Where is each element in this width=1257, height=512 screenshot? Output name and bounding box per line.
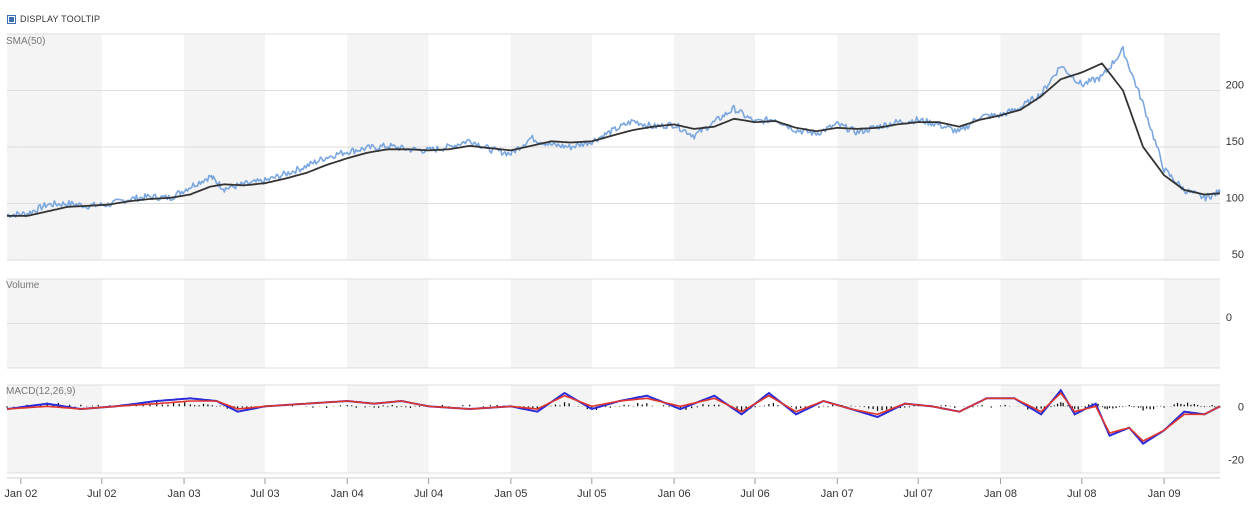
- x-tick-label: Jul 03: [250, 488, 279, 500]
- x-tick-label: Jan 03: [168, 488, 201, 500]
- macd-y-tick-label: 0: [1238, 401, 1244, 413]
- x-tick-label: Jan 09: [1148, 488, 1181, 500]
- price-y-tick-label: 150: [1226, 136, 1244, 148]
- x-tick-label: Jan 06: [658, 488, 691, 500]
- x-tick-label: Jul 05: [577, 488, 606, 500]
- x-tick-label: Jan 04: [331, 488, 364, 500]
- price-y-tick-label: 50: [1232, 249, 1244, 261]
- x-tick-label: Jan 07: [821, 488, 854, 500]
- time-band: [1000, 385, 1082, 473]
- x-tick-label: Jul 06: [740, 488, 769, 500]
- time-band: [347, 385, 429, 473]
- time-band: [510, 385, 592, 473]
- x-tick-label: Jul 08: [1067, 488, 1096, 500]
- price-panel-title: SMA(50): [6, 36, 45, 47]
- checkbox-icon[interactable]: [7, 14, 16, 24]
- x-tick-label: Jul 07: [904, 488, 933, 500]
- grid-lines: [7, 33, 1220, 474]
- price-panel: SMA(50) 50 100 150 200: [6, 36, 1244, 261]
- volume-panel: Volume 0: [6, 280, 1232, 324]
- time-bands: [7, 34, 1220, 473]
- time-band: [20, 385, 102, 473]
- macd-panel: MACD(12,26,9) 0 -20: [6, 386, 1244, 467]
- signal-series-line: [6, 391, 1221, 442]
- time-band: [7, 385, 21, 473]
- x-tick-label: Jan 02: [4, 488, 37, 500]
- price-y-tick-label: 100: [1226, 193, 1244, 205]
- time-band: [674, 385, 756, 473]
- price-y-tick-label: 200: [1226, 80, 1244, 92]
- x-tick-label: Jan 08: [984, 488, 1017, 500]
- macd-panel-title: MACD(12,26,9): [6, 386, 75, 397]
- sma-series-line: [7, 62, 1221, 217]
- time-band: [1164, 385, 1220, 473]
- macd-y-tick-label: -20: [1228, 455, 1244, 467]
- x-tick-label: Jul 02: [87, 488, 116, 500]
- time-band: [837, 385, 919, 473]
- volume-y-tick-label: 0: [1226, 312, 1232, 324]
- volume-panel-title: Volume: [6, 280, 40, 291]
- x-tick-label: Jan 05: [494, 488, 527, 500]
- macd-series-line: [6, 388, 1221, 446]
- price-series-line: [6, 45, 1221, 218]
- display-tooltip-toggle[interactable]: DISPLAY TOOLTIP: [7, 14, 100, 24]
- display-tooltip-label: DISPLAY TOOLTIP: [20, 14, 101, 24]
- x-tick-label: Jul 04: [414, 488, 443, 500]
- x-axis: Jan 02 Jul 02 Jan 03 Jul 03 Jan 04 Jul 04 Jan …: [4, 477, 1220, 500]
